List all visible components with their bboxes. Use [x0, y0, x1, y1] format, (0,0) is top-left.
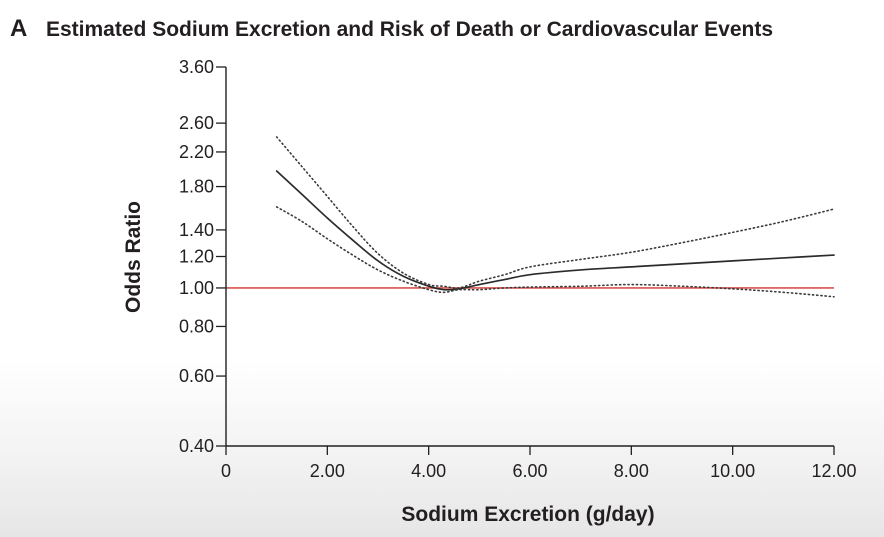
x-tick-label: 10.00: [710, 461, 755, 481]
chart-title: Estimated Sodium Excretion and Risk of D…: [46, 18, 774, 41]
y-tick-label: 1.40: [179, 220, 214, 240]
series-line-upper-ci: [275, 136, 835, 289]
y-tick-label: 0.40: [179, 436, 214, 456]
series-line-estimate: [275, 170, 835, 291]
series-line-lower-ci: [275, 206, 835, 298]
y-tick-label: 2.20: [179, 142, 214, 162]
series-layer: [275, 136, 835, 298]
x-tick-label: 2.00: [310, 461, 345, 481]
y-tick-label: 1.20: [179, 247, 214, 267]
x-tick-label: 0: [221, 461, 231, 481]
x-axis-label: Sodium Excretion (g/day): [401, 503, 654, 526]
y-tick-label: 2.60: [179, 113, 214, 133]
y-tick-label: 0.80: [179, 316, 214, 336]
y-tick-label: 3.60: [179, 57, 214, 77]
y-tick-label: 1.00: [179, 278, 214, 298]
x-tick-label: 6.00: [512, 461, 547, 481]
x-tick-label: 4.00: [411, 461, 446, 481]
x-tick-label: 12.00: [811, 461, 856, 481]
y-tick-label: 1.80: [179, 177, 214, 197]
axis-layer: 0.40 0.60 0.80 1.00 1.20 1.40 1.80 2.20 2.60 3.60…: [179, 57, 857, 481]
y-tick-label: 0.60: [179, 366, 214, 386]
y-axis-label: Odds Ratio: [122, 201, 145, 313]
panel-letter: A: [10, 15, 28, 42]
x-tick-label: 8.00: [614, 461, 649, 481]
